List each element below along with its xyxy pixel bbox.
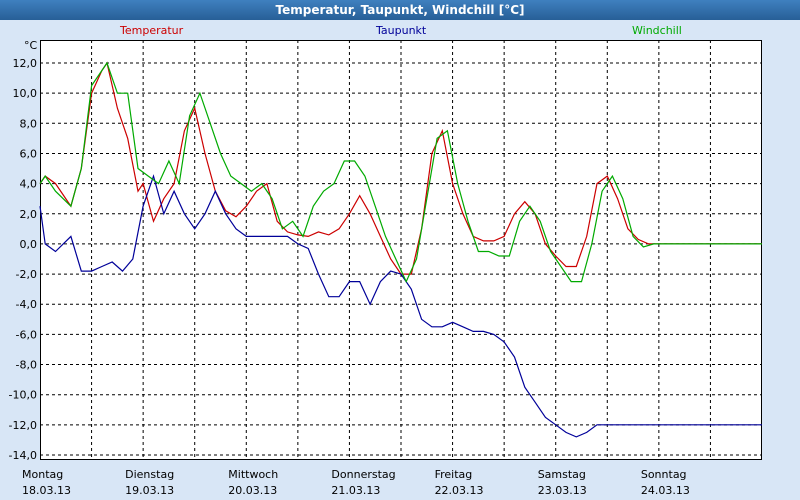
x-tick-day: Donnerstag bbox=[331, 468, 396, 481]
x-tick-date: 22.03.13 bbox=[434, 484, 484, 497]
series-line-windchill bbox=[39, 61, 762, 284]
y-tick-label: -12,0 bbox=[9, 419, 37, 432]
y-tick-label: 2,0 bbox=[20, 208, 38, 221]
y-tick-label: 8,0 bbox=[20, 117, 38, 130]
y-tick-label: -14,0 bbox=[9, 449, 37, 462]
x-tick-date: 19.03.13 bbox=[125, 484, 175, 497]
legend-windchill: Windchill bbox=[632, 24, 682, 37]
y-tick-label: -6,0 bbox=[16, 328, 37, 341]
x-tick-date: 20.03.13 bbox=[228, 484, 278, 497]
x-tick-date: 23.03.13 bbox=[537, 484, 587, 497]
y-unit-label: °C bbox=[24, 39, 38, 52]
y-tick-label: 0,0 bbox=[20, 238, 38, 251]
x-tick-day: Sonntag bbox=[640, 468, 687, 481]
y-tick-label: 10,0 bbox=[13, 87, 38, 100]
y-tick-label: 12,0 bbox=[13, 57, 38, 70]
series-line-taupunkt bbox=[39, 174, 762, 438]
window-title: Temperatur, Taupunkt, Windchill [°C] bbox=[0, 0, 800, 20]
y-tick-label: -4,0 bbox=[16, 298, 37, 311]
y-tick-label: -8,0 bbox=[16, 359, 37, 372]
x-tick-date: 21.03.13 bbox=[331, 484, 381, 497]
x-tick-day: Montag bbox=[22, 468, 64, 481]
x-tick-day: Samstag bbox=[537, 468, 586, 481]
series-line-temperatur bbox=[39, 61, 762, 275]
y-tick-label: -2,0 bbox=[16, 268, 37, 281]
y-tick-label: 4,0 bbox=[20, 178, 38, 191]
y-tick-label: 6,0 bbox=[20, 147, 38, 160]
x-tick-day: Mittwoch bbox=[228, 468, 279, 481]
x-tick-date: 18.03.13 bbox=[22, 484, 71, 497]
x-tick-day: Freitag bbox=[434, 468, 473, 481]
x-tick-day: Dienstag bbox=[125, 468, 175, 481]
legend-temperatur: Temperatur bbox=[120, 24, 184, 37]
x-tick-date: 24.03.13 bbox=[640, 484, 690, 497]
y-tick-label: -10,0 bbox=[9, 389, 37, 402]
legend-taupunkt: Taupunkt bbox=[376, 24, 427, 37]
